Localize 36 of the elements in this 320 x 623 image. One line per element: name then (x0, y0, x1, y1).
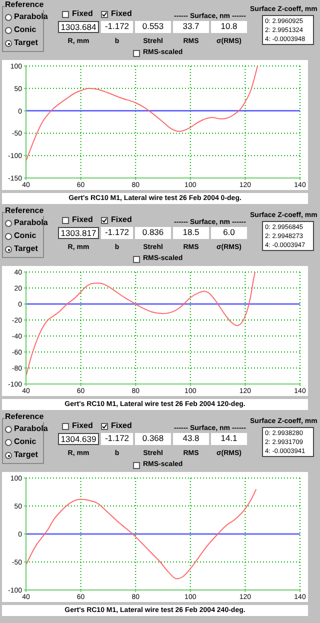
text: 0.553 (135, 21, 171, 33)
text: 10.8 (211, 21, 247, 33)
text: Fixed (111, 9, 132, 19)
text: -1.172 (101, 227, 133, 239)
text: Fixed (72, 421, 93, 431)
text: 0.836 (135, 227, 171, 239)
text: Fixed (72, 215, 93, 225)
line-series (26, 272, 256, 376)
text: 18.5 (173, 227, 209, 239)
text: Conic (14, 231, 36, 241)
text: 1303.684 (58, 21, 99, 33)
text: -1.172 (101, 21, 133, 33)
text: 1303.817 (58, 227, 99, 239)
text: Reference (5, 206, 44, 216)
line-series (26, 488, 257, 580)
text: Parabola (14, 424, 48, 434)
text: Conic (14, 437, 36, 447)
text: Fixed (72, 9, 93, 19)
text: Target (14, 244, 38, 254)
text: Parabola (14, 218, 48, 228)
text: Reference (5, 412, 44, 422)
text: 33.7 (173, 21, 209, 33)
text: -1.172 (101, 433, 133, 445)
text: 0.368 (135, 433, 171, 445)
text: 43.8 (173, 433, 209, 445)
text: Fixed (111, 421, 132, 431)
text: 1304.639 (58, 433, 99, 445)
text: Reference (5, 0, 44, 10)
text: Parabola (14, 12, 48, 22)
text: Fixed (111, 215, 132, 225)
text: Target (14, 450, 38, 460)
text: Conic (14, 25, 36, 35)
text: Target (14, 38, 38, 48)
text: 14.1 (211, 433, 247, 445)
text: 6.0 (211, 227, 247, 239)
line-series (26, 66, 258, 162)
